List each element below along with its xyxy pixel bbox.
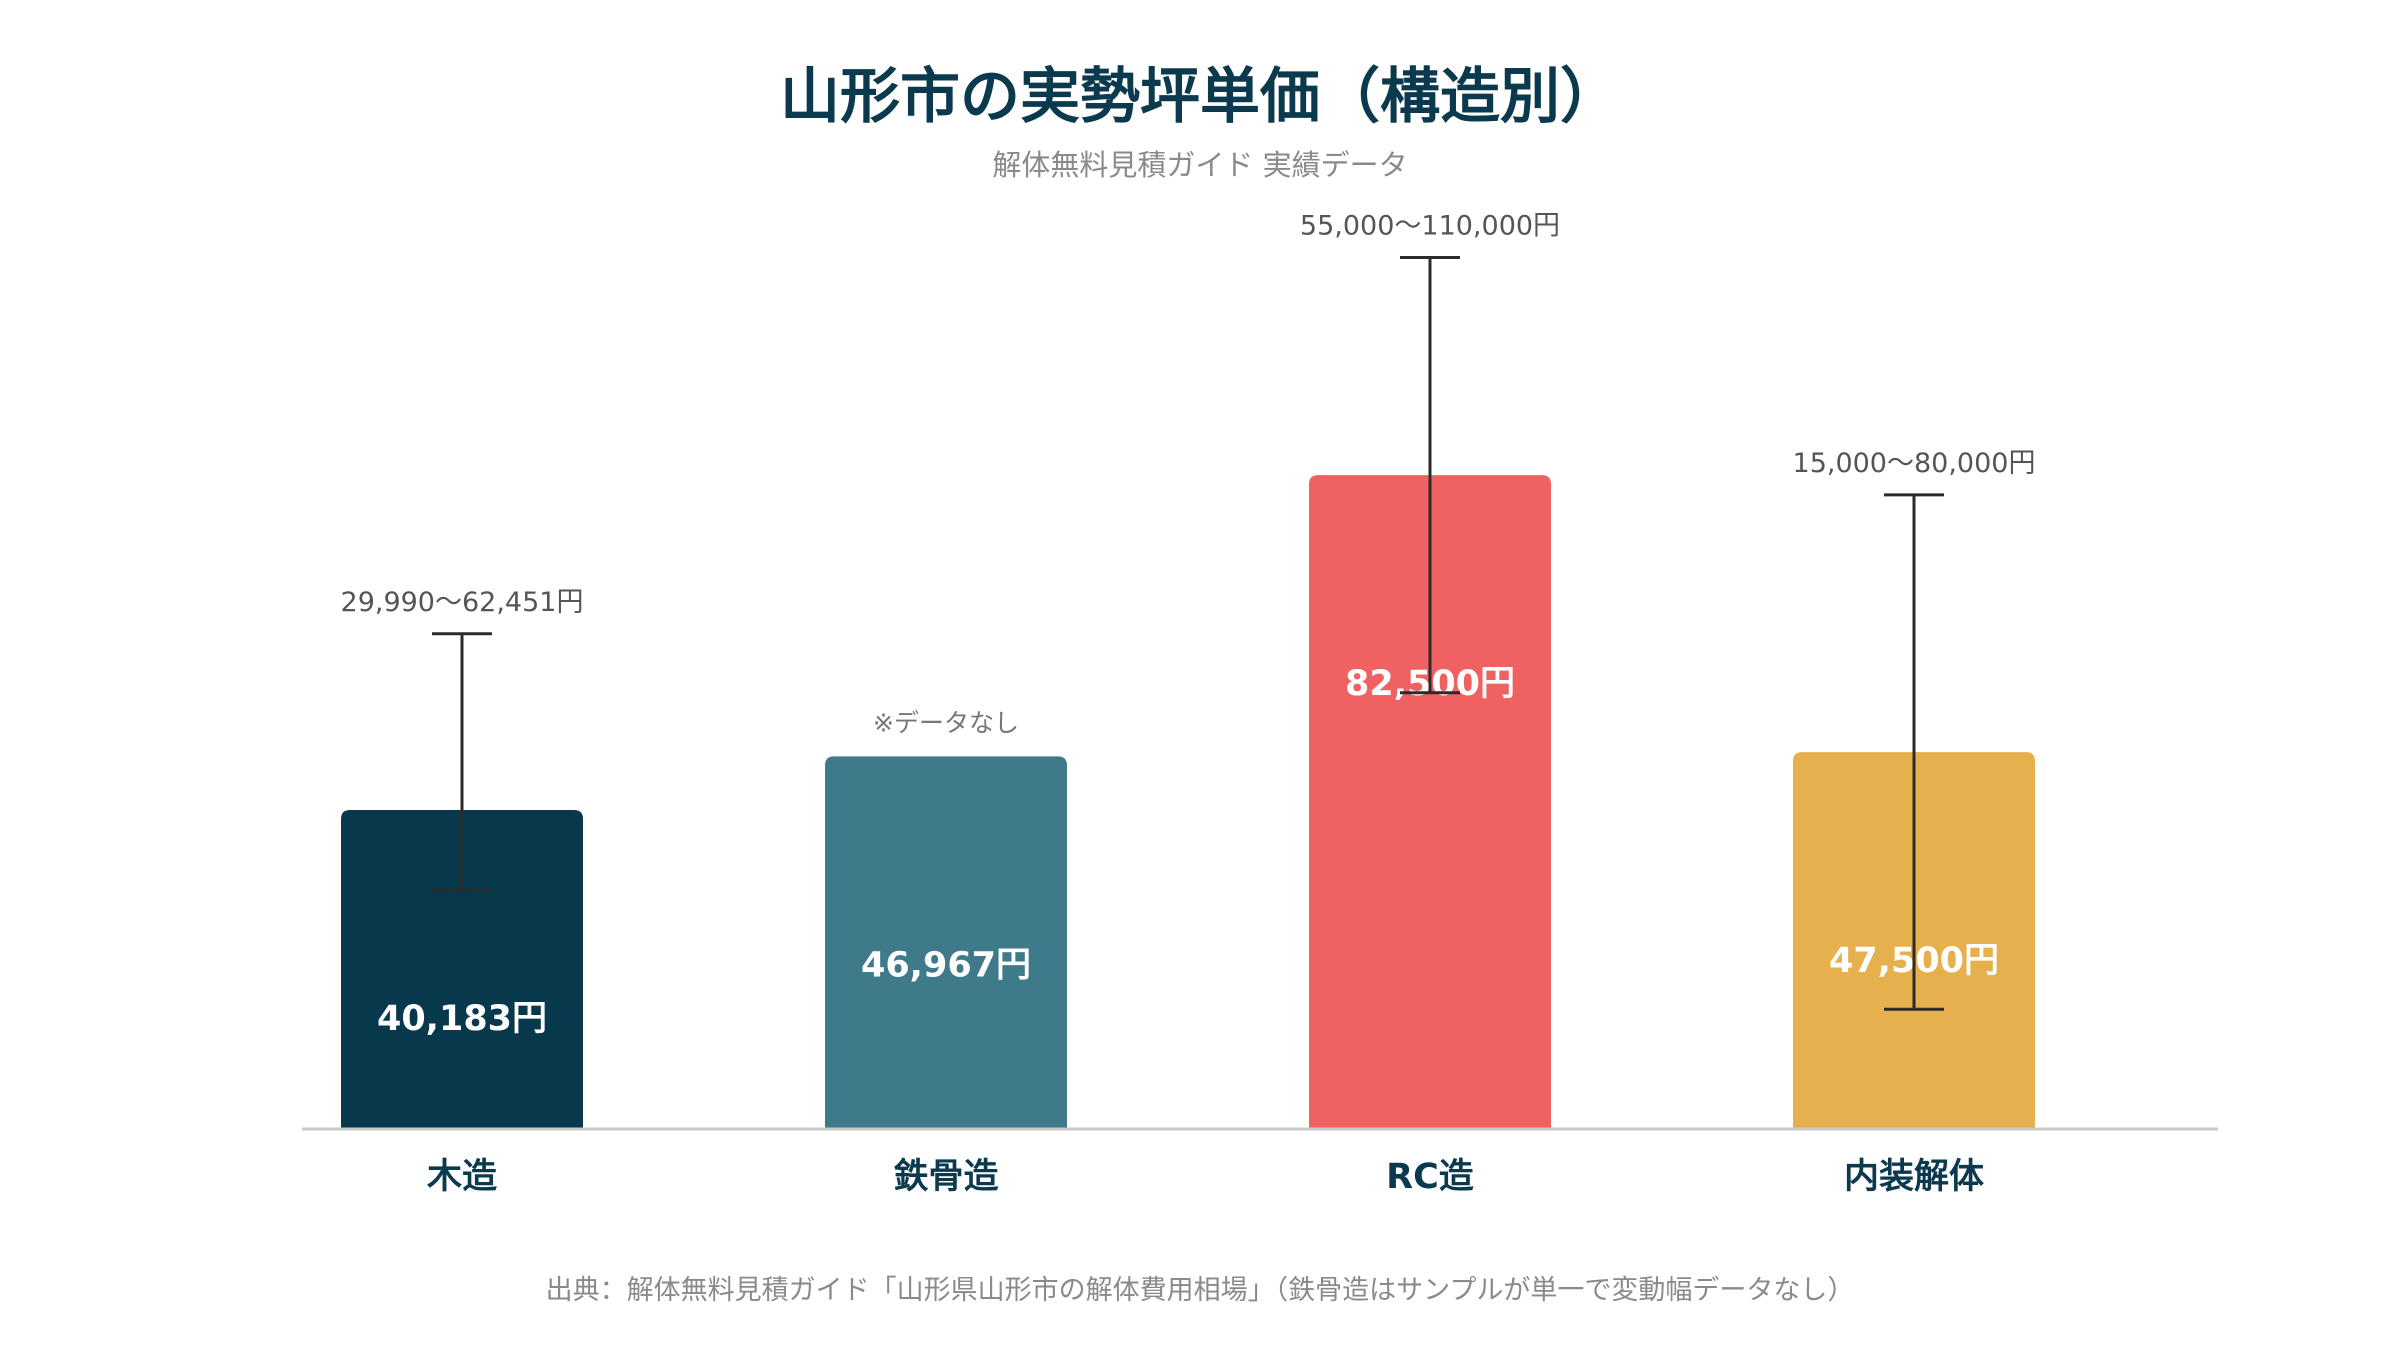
bar	[341, 810, 583, 1128]
range-label: 29,990〜62,451円	[341, 587, 584, 618]
chart-subtitle: 解体無料見積ガイド 実績データ	[992, 148, 1408, 182]
range-label: 55,000〜110,000円	[1300, 210, 1560, 241]
bar-value-label: 40,183円	[377, 999, 547, 1039]
no-data-annotation: ※データなし	[873, 708, 1019, 737]
bar	[825, 756, 1067, 1128]
bar	[1309, 475, 1551, 1129]
chart-title: 山形市の実勢坪単価（構造別）	[780, 62, 1620, 132]
category-label: RC造	[1386, 1157, 1474, 1197]
range-label: 15,000〜80,000円	[1793, 448, 2036, 479]
chart-source-note: 出典：解体無料見積ガイド「山形県山形市の解体費用相場」（鉄骨造はサンプルが単一で…	[545, 1275, 1855, 1306]
category-label: 内装解体	[1844, 1157, 1984, 1197]
bar-value-label: 46,967円	[861, 945, 1031, 985]
category-label: 鉄骨造	[893, 1156, 998, 1197]
category-label: 木造	[427, 1157, 497, 1197]
